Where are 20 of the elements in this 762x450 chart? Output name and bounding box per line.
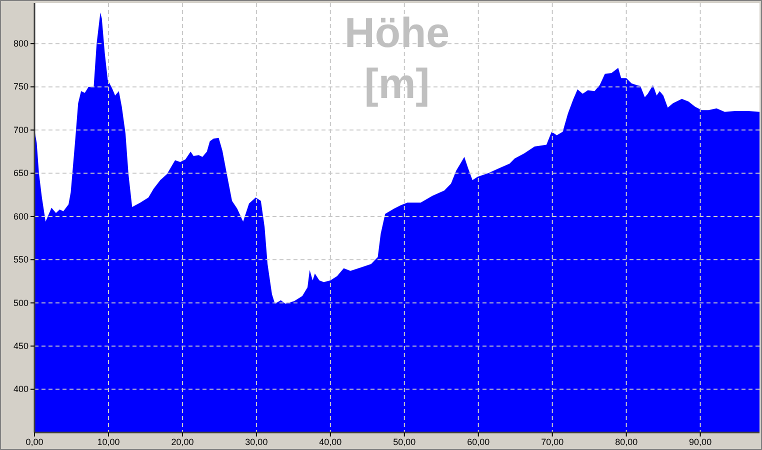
y-tick-label: 550	[13, 254, 28, 265]
x-tick-label: 0,00	[26, 436, 44, 447]
x-tick-label: 70,00	[541, 436, 564, 447]
y-tick-label: 650	[13, 168, 28, 178]
x-tick-label: 30,00	[245, 436, 268, 447]
x-tick-label: 10,00	[97, 436, 120, 447]
x-tick-label: 60,00	[467, 436, 490, 447]
y-tick-label: 800	[13, 38, 28, 48]
y-tick-label: 450	[13, 340, 28, 351]
x-tick-label: 20,00	[171, 436, 194, 447]
y-tick-label: 700	[13, 124, 28, 135]
x-tick-label: 40,00	[319, 436, 342, 447]
y-tick-label: 400	[13, 384, 28, 394]
x-tick-label: 50,00	[393, 436, 416, 447]
x-tick-label: 80,00	[615, 436, 638, 447]
y-tick-label: 750	[13, 82, 28, 92]
x-tick-label: 90,00	[689, 436, 712, 447]
y-tick-label: 600	[13, 211, 28, 222]
text: Höhe [m]	[344, 9, 450, 107]
y-tick-label: 500	[13, 298, 28, 308]
